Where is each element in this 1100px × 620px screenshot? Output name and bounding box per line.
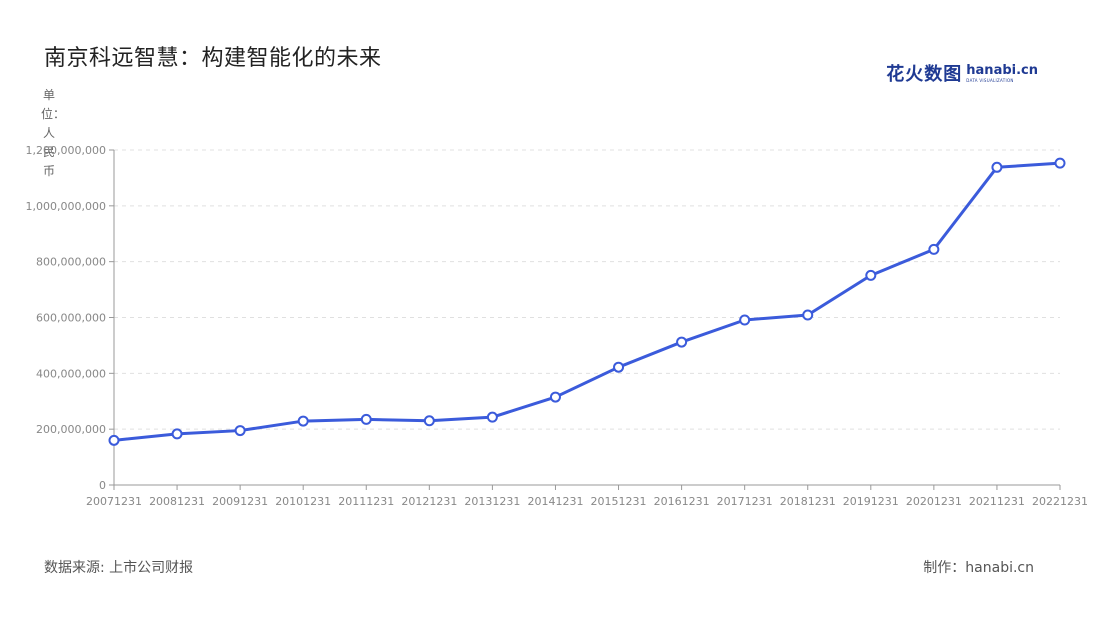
y-tick-label: 400,000,000 <box>36 367 106 380</box>
x-tick-label: 20181231 <box>780 495 836 508</box>
x-tick-label: 20221231 <box>1032 495 1088 508</box>
x-tick-label: 20111231 <box>338 495 394 508</box>
data-points <box>108 157 1066 446</box>
logo-en-text: hanabi.cn <box>966 62 1038 78</box>
x-tick-label: 20211231 <box>969 495 1025 508</box>
data-point[interactable] <box>234 425 246 437</box>
credit-label: 制作：hanabi.cn <box>923 560 1034 576</box>
y-tick-label: 200,000,000 <box>36 423 106 436</box>
y-tick-label: 0 <box>99 479 106 492</box>
logo-cn-text: 花火数图 <box>886 64 963 85</box>
data-point[interactable] <box>739 314 751 326</box>
data-point[interactable] <box>991 161 1003 173</box>
data-point[interactable] <box>549 391 561 403</box>
y-tick-label: 1,200,000,000 <box>26 144 106 157</box>
y-tick-label: 600,000,000 <box>36 312 106 325</box>
data-point[interactable] <box>928 243 940 255</box>
series-line-layer <box>112 161 1062 442</box>
logo-sub-text: DATA VISUALIZATION <box>966 77 1014 83</box>
data-point[interactable] <box>676 336 688 348</box>
y-tick-label: 800,000,000 <box>36 256 106 269</box>
y-tick-label: 1,000,000,000 <box>26 200 106 213</box>
data-point[interactable] <box>1054 157 1066 169</box>
x-tick-label: 20191231 <box>843 495 899 508</box>
brand-logo: 花火数图 hanabi.cn DATA VISUALIZATION <box>886 60 1038 86</box>
x-tick-label: 20071231 <box>86 495 142 508</box>
grid-lines <box>114 149 1060 430</box>
data-point[interactable] <box>297 415 309 427</box>
x-tick-label: 20131231 <box>464 495 520 508</box>
data-point[interactable] <box>108 434 120 446</box>
data-source: 数据来源: 上市公司财报 <box>44 560 194 576</box>
axes: 0 200,000,000 400,000,000 600,000,000 800,00… <box>26 144 1088 508</box>
x-tick-label: 20201231 <box>906 495 962 508</box>
x-tick-label: 20171231 <box>717 495 773 508</box>
data-point[interactable] <box>360 413 372 425</box>
x-tick-label: 20141231 <box>527 495 583 508</box>
data-point[interactable] <box>613 361 625 373</box>
data-point[interactable] <box>802 309 814 321</box>
data-point[interactable] <box>486 411 498 423</box>
x-tick-label: 20121231 <box>401 495 457 508</box>
x-tick-label: 20151231 <box>591 495 647 508</box>
data-point[interactable] <box>423 415 435 427</box>
x-tick-label: 20161231 <box>654 495 710 508</box>
data-point[interactable] <box>171 428 183 440</box>
x-tick-label: 20081231 <box>149 495 205 508</box>
series-line <box>112 161 1062 442</box>
data-point[interactable] <box>865 269 877 281</box>
chart-title: 南京科远智慧：构建智能化的未来 <box>44 46 382 71</box>
x-tick-label: 20091231 <box>212 495 268 508</box>
x-tick-label: 20101231 <box>275 495 331 508</box>
logo-en-block: hanabi.cn DATA VISUALIZATION <box>966 64 1038 83</box>
